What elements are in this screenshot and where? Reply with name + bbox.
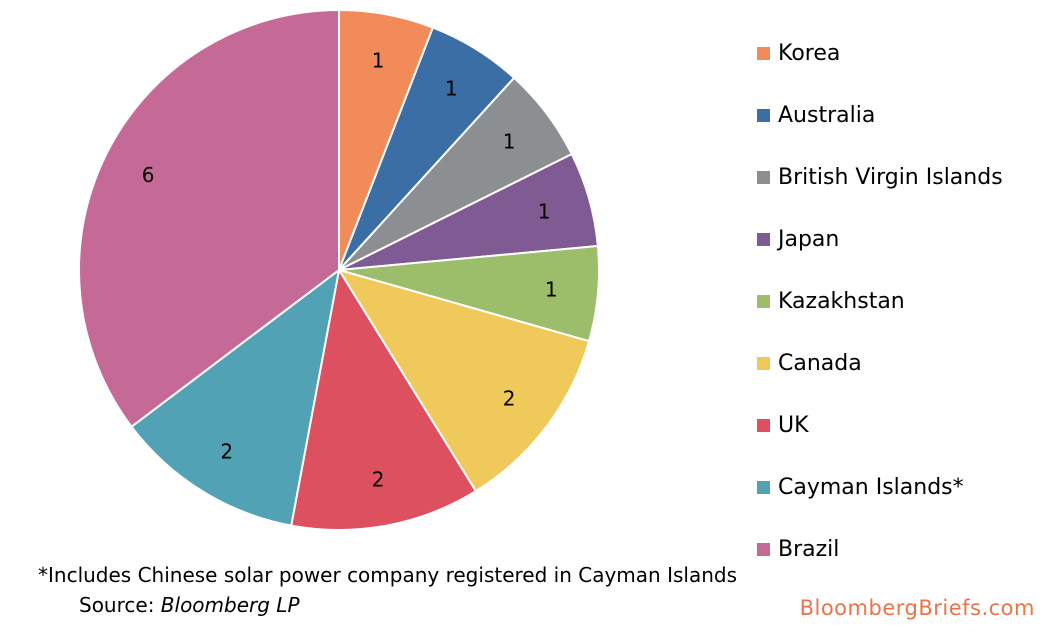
legend-swatch <box>757 480 770 494</box>
brand-watermark: BloombergBriefs.com <box>799 596 1035 620</box>
source-name: Bloomberg LP <box>160 593 300 617</box>
legend-swatch <box>757 232 770 246</box>
legend-item-japan: Japan <box>757 208 1003 270</box>
legend-item-uk: UK <box>757 394 1003 456</box>
pie-slice-canada <box>336 268 591 493</box>
legend-swatch <box>757 108 770 122</box>
legend-swatch <box>757 294 770 308</box>
source-line: Source: Bloomberg LP <box>79 593 300 617</box>
pie-chart: 1 1 1 1 1 2 2 2 6 <box>78 8 600 531</box>
slice-label-korea: 1 <box>372 48 385 72</box>
legend-label: Cayman Islands* <box>778 474 964 500</box>
legend-label: Australia <box>778 102 876 128</box>
legend-label: UK <box>778 412 809 438</box>
source-prefix: Source: <box>79 593 161 617</box>
legend-item-brazil: Brazil <box>757 518 1003 580</box>
legend-swatch <box>757 356 770 370</box>
legend-label: Canada <box>778 350 862 376</box>
slice-label-kazakhstan: 1 <box>545 278 558 302</box>
legend-swatch <box>757 170 770 184</box>
legend-swatch <box>757 542 770 556</box>
slice-label-uk: 2 <box>372 468 385 492</box>
legend-label: Japan <box>778 226 840 252</box>
pie-slice-brazil <box>78 8 340 429</box>
slice-label-brazil: 6 <box>142 163 155 187</box>
slice-label-canada: 2 <box>503 386 516 410</box>
legend-swatch <box>757 46 770 60</box>
slice-label-japan: 1 <box>538 200 551 224</box>
legend: Korea Australia British Virgin Islands Japa… <box>757 22 1003 580</box>
pie-slice-cayman-islands <box>130 267 341 527</box>
footnote: *Includes Chinese solar power company re… <box>38 563 737 587</box>
slice-label-australia: 1 <box>445 77 458 101</box>
legend-item-australia: Australia <box>757 84 1003 146</box>
legend-label: Korea <box>778 40 841 66</box>
legend-item-kazakhstan: Kazakhstan <box>757 270 1003 332</box>
legend-item-cayman-islands: Cayman Islands* <box>757 456 1003 518</box>
legend-swatch <box>757 418 770 432</box>
slice-label-british-virgin-islands: 1 <box>503 130 516 154</box>
legend-item-korea: Korea <box>757 22 1003 84</box>
pie-slice-uk <box>290 267 478 531</box>
legend-label: Kazakhstan <box>778 288 905 314</box>
legend-item-canada: Canada <box>757 332 1003 394</box>
legend-item-british-virgin-islands: British Virgin Islands <box>757 146 1003 208</box>
legend-label: Brazil <box>778 536 840 562</box>
legend-label: British Virgin Islands <box>778 164 1003 190</box>
slice-label-cayman-islands: 2 <box>220 439 233 463</box>
